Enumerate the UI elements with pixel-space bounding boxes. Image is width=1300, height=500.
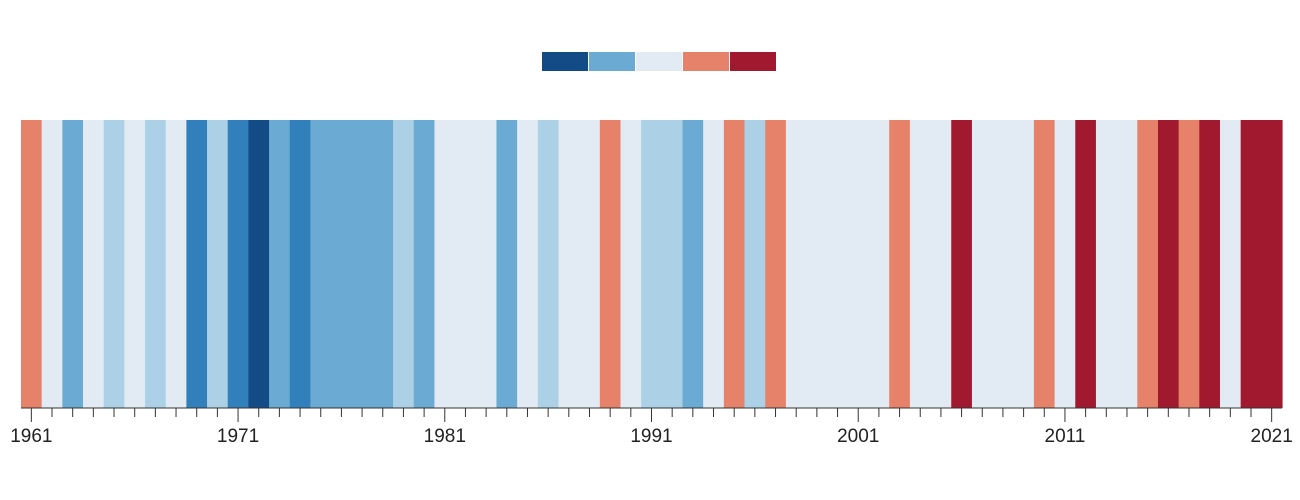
stripe-1962 — [41, 120, 63, 408]
stripe-1997 — [765, 120, 787, 408]
stripe-2014 — [1116, 120, 1138, 408]
stripe-2006 — [951, 120, 973, 408]
stripe-1978 — [372, 120, 394, 408]
stripe-1995 — [723, 120, 746, 408]
legend-swatch-2 — [589, 52, 635, 71]
stripe-2005 — [930, 120, 952, 408]
stripe-2012 — [1075, 120, 1097, 408]
stripe-1992 — [661, 120, 684, 408]
stripe-1988 — [579, 120, 601, 408]
stripe-1973 — [269, 120, 291, 408]
stripe-1980 — [413, 120, 436, 408]
stripe-1999 — [806, 120, 828, 408]
stripe-1989 — [599, 120, 622, 408]
stripe-1984 — [496, 120, 518, 408]
stripe-1975 — [310, 120, 332, 408]
stripe-2020 — [1240, 120, 1262, 408]
stripe-1966 — [124, 120, 146, 408]
stripe-2019 — [1219, 120, 1242, 408]
stripes-area — [21, 120, 1283, 408]
tick-label-2011: 2011 — [1045, 426, 1086, 447]
stripe-1985 — [517, 120, 539, 408]
stripe-1994 — [703, 120, 725, 408]
stripe-1976 — [331, 120, 353, 408]
stripe-1982 — [455, 120, 477, 408]
stripe-1983 — [475, 120, 498, 408]
stripe-1998 — [785, 120, 808, 408]
stripe-2003 — [889, 120, 911, 408]
stripe-1961 — [21, 120, 43, 408]
stripe-2004 — [909, 120, 932, 408]
tick-label-2001: 2001 — [837, 426, 879, 447]
stripe-1963 — [62, 120, 84, 408]
stripe-1974 — [289, 120, 312, 408]
legend-swatch-3 — [636, 52, 682, 71]
stripe-1996 — [744, 120, 766, 408]
stripe-1977 — [351, 120, 374, 408]
stripe-1990 — [620, 120, 642, 408]
stripe-1968 — [165, 120, 187, 408]
legend-swatch-1 — [542, 52, 588, 71]
stripe-2009 — [1013, 120, 1035, 408]
stripe-1987 — [558, 120, 580, 408]
stripe-2007 — [971, 120, 994, 408]
stripe-1971 — [227, 120, 249, 408]
legend-swatch-4 — [683, 52, 729, 71]
stripe-1979 — [393, 120, 415, 408]
x-axis: 1961 1971 1981 1991 2001 2011 2021 — [10, 407, 1293, 447]
stripe-1969 — [186, 120, 208, 408]
stripe-2011 — [1054, 120, 1076, 408]
stripe-2000 — [827, 120, 849, 408]
stripe-2015 — [1137, 120, 1159, 408]
tick-label-1991: 1991 — [630, 426, 672, 447]
color-legend — [542, 52, 776, 71]
legend-swatch-5 — [730, 52, 776, 71]
stripe-1964 — [83, 120, 105, 408]
stripe-1972 — [248, 120, 270, 408]
tick-label-1961: 1961 — [10, 426, 52, 447]
stripe-1991 — [641, 120, 663, 408]
stripe-1981 — [434, 120, 456, 408]
stripe-1970 — [207, 120, 229, 408]
tick-label-1971: 1971 — [217, 426, 259, 447]
stripe-2010 — [1033, 120, 1056, 408]
stripe-1967 — [145, 120, 167, 408]
stripe-2018 — [1199, 120, 1221, 408]
stripe-1965 — [103, 120, 125, 408]
stripe-2013 — [1095, 120, 1118, 408]
stripe-1986 — [537, 120, 560, 408]
stripe-2008 — [992, 120, 1014, 408]
stripe-2002 — [868, 120, 890, 408]
tick-label-2021: 2021 — [1251, 426, 1293, 447]
stripe-2016 — [1157, 120, 1180, 408]
stripe-2017 — [1178, 120, 1200, 408]
stripe-2001 — [847, 120, 870, 408]
tick-label-1981: 1981 — [424, 426, 466, 447]
stripe-1993 — [682, 120, 704, 408]
stripe-2021 — [1261, 120, 1283, 408]
